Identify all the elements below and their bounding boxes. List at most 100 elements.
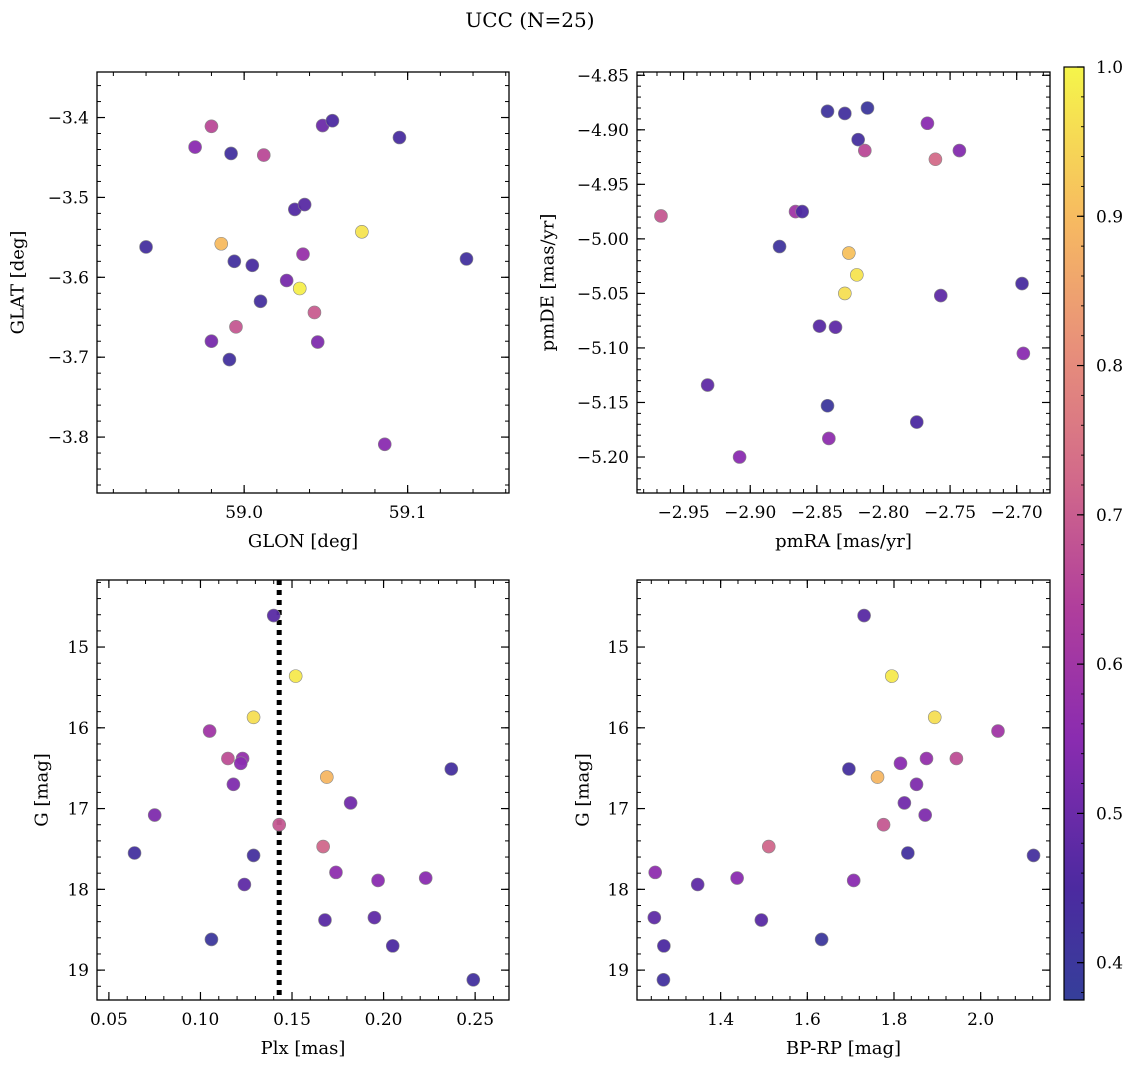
data-point [761,839,776,854]
figure-title: UCC (N=25) [465,8,594,32]
x-tick-label: 1.6 [794,1010,821,1030]
x-tick-label: 0.20 [365,1010,403,1030]
axes-frame [96,579,510,1001]
data-point [732,450,747,464]
y-tick-label: 17 [607,800,629,820]
data-point [377,437,392,452]
x-tick-label: 2.0 [967,1010,994,1030]
data-point [329,865,343,880]
colorbar-tick-label: 0.4 [1096,954,1123,974]
data-point [237,877,252,892]
data-point [444,762,459,776]
data-point [795,204,810,219]
y-tick-label: 15 [607,638,629,658]
data-point [371,873,385,888]
data-point [893,756,908,771]
x-tick-label: 0.10 [182,1010,220,1030]
y-tick-label: −5.20 [577,448,629,468]
y-tick-label: −5.10 [577,339,629,359]
y-tick-label: 17 [67,800,89,820]
data-point [204,932,219,947]
y-axis-label: GLAT [deg] [8,231,29,335]
x-tick-label: 0.15 [273,1010,311,1030]
data-point [654,209,668,223]
y-axis-label: G [mag] [573,753,594,826]
data-point [204,334,219,349]
data-point [229,320,243,334]
data-point [318,913,332,927]
y-tick-label: 16 [607,719,629,739]
y-axis-label: pmDE [mas/yr] [538,214,559,352]
data-point [253,294,268,309]
data-point [842,762,856,776]
x-tick-label: −2.70 [991,503,1043,523]
data-point [772,239,787,254]
y-tick-label: 15 [67,638,89,658]
data-point [822,431,836,446]
x-axis-label: pmRA [mas/yr] [775,531,912,552]
data-point [316,839,330,854]
x-tick-label: −2.90 [724,503,776,523]
data-point [700,378,715,392]
data-point [224,146,238,161]
y-tick-label: 19 [607,961,629,981]
colorbar-tick-label: 0.7 [1096,506,1123,526]
data-point [233,756,248,771]
data-point [367,910,382,925]
y-tick-label: −3.6 [48,268,89,288]
y-tick-label: 18 [607,880,629,900]
data-point [897,796,912,810]
data-point [901,846,915,860]
data-point [204,119,219,134]
y-tick-label: −5.00 [577,230,629,250]
y-axis-label: G [mag] [32,753,53,826]
data-point [279,273,294,288]
data-point [820,398,835,413]
data-point [647,910,662,925]
data-point [918,808,932,822]
colorbar-gradient [1064,67,1084,1000]
data-point [418,871,433,885]
data-point [920,116,935,131]
data-point [459,252,474,266]
colorbar-tick-label: 1.0 [1096,58,1123,78]
data-point [857,608,871,623]
data-point [657,939,671,953]
data-point [952,143,967,158]
data-point [754,913,769,927]
data-point [139,240,153,254]
y-tick-label: 16 [67,719,89,739]
y-tick-label: −3.5 [48,188,89,208]
x-tick-label: 1.4 [707,1010,734,1030]
x-tick-label: 0.25 [456,1010,494,1030]
colorbar-tick-label: 0.5 [1096,804,1123,824]
data-point [246,848,261,863]
data-point [949,751,964,766]
colorbar-tick-label: 0.8 [1096,357,1123,377]
data-point [858,143,872,158]
panel-bprp-g: 1.4 1.6 1.8 2.0 15 16 17 18 19 BP-RP [mag] G [mag] [573,579,1051,1059]
data-point [325,113,340,128]
data-point [820,104,835,119]
colorbar: 0.4 0.5 0.6 0.7 0.8 0.9 1.0 [1063,58,1123,1001]
x-axis-label: GLON [deg] [248,531,358,552]
data-point [730,871,744,885]
data-point [812,319,827,333]
data-point [188,140,202,154]
data-point [885,669,899,683]
data-point [909,415,924,429]
data-point [828,320,843,335]
x-tick-label: −2.80 [857,503,909,523]
panel-glon-glat: 59.0 59.1 −3.4 −3.5 −3.6 −3.7 −3.8 GLON [deg] GL… [8,71,510,552]
data-point [147,808,162,822]
axes-frame [96,71,510,494]
data-point [909,777,924,792]
colorbar-tick-label: 0.6 [1096,655,1123,675]
data-point [850,268,864,282]
panel-plx-g: 0.05 0.10 0.15 0.20 0.25 15 16 17 18 19 Plx [mas] G… [32,579,510,1059]
data-point [222,352,237,367]
axes-frame [636,71,1051,494]
data-point [876,817,891,832]
data-point [385,939,400,953]
